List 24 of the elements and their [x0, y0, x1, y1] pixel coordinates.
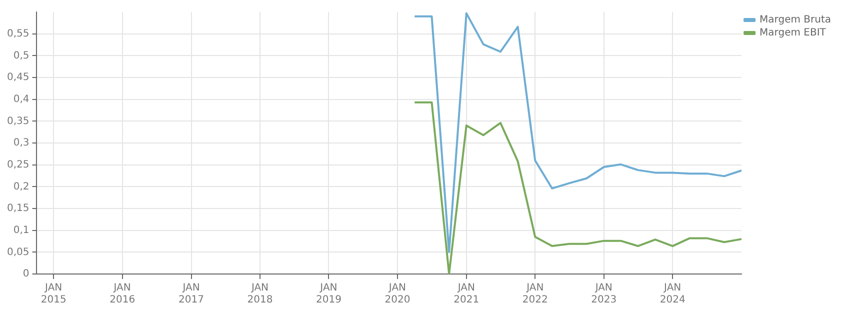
y-tick-label: 0,45 [7, 72, 30, 84]
x-tick-label: JAN 2016 [110, 282, 136, 306]
x-tick-label: JAN 2015 [40, 282, 66, 306]
y-tick-label: 0,25 [7, 159, 30, 170]
y-tick-label: 0 [22, 268, 30, 280]
x-tick-label: JAN 2024 [660, 282, 686, 306]
x-tick-label: JAN 2022 [522, 282, 548, 306]
x-tick-label: JAN 2017 [178, 282, 204, 306]
x-tick-label: JAN 2019 [316, 282, 342, 306]
y-tick-label: 0,15 [7, 203, 30, 214]
y-tick-label: 0,35 [7, 116, 30, 127]
x-tick-label: JAN 2021 [454, 282, 480, 306]
legend-label: Margem Bruta [760, 14, 832, 26]
y-tick-label: 0,55 [7, 28, 30, 40]
y-tick-label: 0,3 [13, 138, 30, 149]
x-tick-label: JAN 2018 [247, 282, 273, 306]
y-tick-label: 0,5 [13, 50, 30, 62]
x-tick-label: JAN 2023 [591, 282, 617, 306]
y-tick-label: 0,1 [13, 224, 30, 236]
y-tick-label: 0,2 [13, 181, 30, 192]
y-tick-label: 0,4 [13, 94, 30, 105]
y-tick-label: 0,05 [7, 246, 30, 258]
x-tick-label: JAN 2020 [384, 282, 410, 306]
legend-label: Margem EBIT [760, 28, 827, 39]
